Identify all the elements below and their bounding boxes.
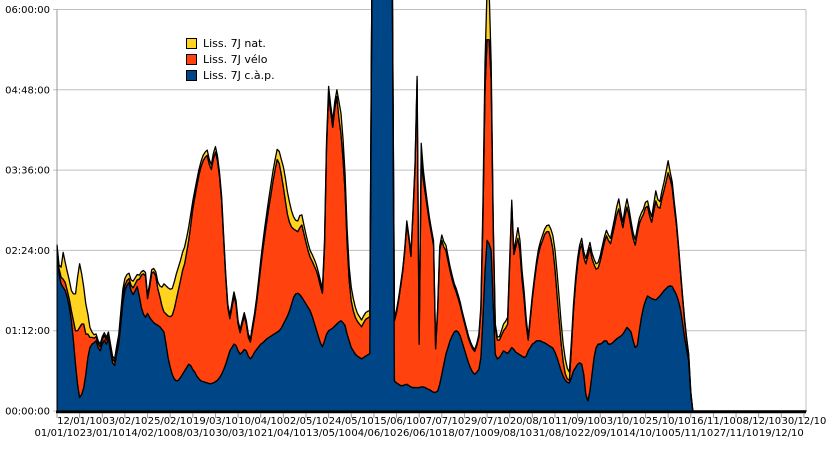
legend-swatch-velo — [186, 54, 197, 65]
legend-swatch-nat — [186, 38, 197, 49]
x-axis-label: 20/08/10 — [510, 416, 555, 427]
x-axis-label: 30/03/10 — [216, 428, 261, 439]
y-axis-label: 02:24:00 — [5, 246, 50, 257]
x-axis-label: 25/10/10 — [646, 416, 691, 427]
x-axis-label: 16/11/10 — [691, 416, 736, 427]
x-axis-label: 24/05/10 — [329, 416, 374, 427]
x-axis-label: 14/02/10 — [125, 428, 170, 439]
x-axis-label: 02/05/10 — [284, 416, 329, 427]
y-axis-label: 03:36:00 — [5, 166, 50, 177]
x-axis-label: 25/02/10 — [148, 416, 193, 427]
y-axis-label: 04:48:00 — [5, 85, 50, 96]
legend-item-capp: Liss. 7J c.à.p. — [186, 69, 275, 82]
legend-item-nat: Liss. 7J nat. — [186, 37, 275, 50]
x-axis-label: 31/08/10 — [533, 428, 578, 439]
x-axis-label: 05/11/10 — [668, 428, 713, 439]
x-axis-label: 04/06/10 — [351, 428, 396, 439]
x-axis-label: 10/04/10 — [238, 416, 283, 427]
legend-swatch-capp — [186, 70, 197, 81]
x-axis-label: 13/05/10 — [306, 428, 351, 439]
x-axis-label: 29/07/10 — [465, 416, 510, 427]
y-axis-label: 06:00:00 — [5, 5, 50, 16]
x-axis-label: 22/09/10 — [578, 428, 623, 439]
area-velo — [56, 0, 807, 412]
x-axis-label: 11/09/10 — [555, 416, 600, 427]
x-axis-label: 30/12/10 — [781, 416, 826, 427]
x-axis-label: 01/01/10 — [35, 428, 80, 439]
x-axis-label: 12/01/10 — [57, 416, 102, 427]
x-axis-label: 23/01/10 — [80, 428, 125, 439]
x-axis-label: 09/08/10 — [487, 428, 532, 439]
legend-label-nat: Liss. 7J nat. — [203, 37, 266, 50]
chart-legend: Liss. 7J nat. Liss. 7J vélo Liss. 7J c.à.p… — [186, 37, 275, 82]
x-axis-label: 26/06/10 — [397, 428, 442, 439]
x-axis-label: 03/02/10 — [102, 416, 147, 427]
legend-item-velo: Liss. 7J vélo — [186, 53, 275, 66]
x-axis-label: 08/12/10 — [736, 416, 781, 427]
x-axis-label: 27/11/10 — [714, 428, 759, 439]
x-axis-label: 18/07/10 — [442, 428, 487, 439]
x-axis-label: 19/12/10 — [759, 428, 804, 439]
x-axis-label: 15/06/10 — [374, 416, 419, 427]
legend-label-capp: Liss. 7J c.à.p. — [203, 69, 275, 82]
x-axis-label: 21/04/10 — [261, 428, 306, 439]
y-axis-label: 00:00:00 — [5, 407, 50, 418]
x-axis-label: 14/10/10 — [623, 428, 668, 439]
x-axis-label: 19/03/10 — [193, 416, 238, 427]
x-axis-label: 03/10/10 — [600, 416, 645, 427]
legend-label-velo: Liss. 7J vélo — [203, 53, 268, 66]
x-axis-label: 08/03/10 — [170, 428, 215, 439]
y-axis-label: 01:12:00 — [5, 326, 50, 337]
x-axis-label: 07/07/10 — [419, 416, 464, 427]
